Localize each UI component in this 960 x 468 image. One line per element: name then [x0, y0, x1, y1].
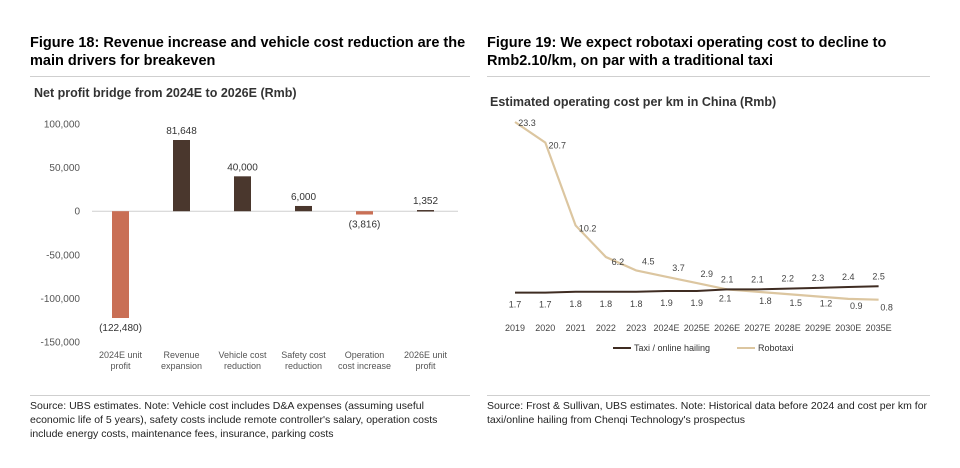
x-tick-label: 2027E: [744, 323, 770, 333]
bar: [356, 211, 373, 215]
category-label: Operation: [345, 350, 385, 360]
figure-19-title: Figure 19: We expect robotaxi operating …: [487, 34, 930, 77]
data-label: (3,816): [349, 220, 381, 231]
x-tick-label: 2024E: [653, 323, 679, 333]
x-tick-label: 2023: [626, 323, 646, 333]
figure-18-source: Source: UBS estimates. Note: Vehicle cos…: [30, 395, 470, 441]
x-tick-label: 2021: [566, 323, 586, 333]
data-label-taxi: 1.7: [539, 300, 552, 310]
x-tick-label: 2030E: [835, 323, 861, 333]
legend-item-robotaxi: Robotaxi: [737, 343, 794, 353]
category-label: profit: [415, 361, 436, 371]
data-label-robotaxi: 2.1: [719, 293, 732, 303]
y-tick-label: -150,000: [41, 338, 81, 349]
category-label: 2024E unit: [99, 350, 143, 360]
data-label: (122,480): [99, 323, 142, 334]
x-tick-label: 2035E: [866, 323, 892, 333]
figure-19-source: Source: Frost & Sullivan, UBS estimates.…: [487, 395, 930, 427]
data-label-robotaxi: 4.5: [642, 256, 655, 266]
data-label-robotaxi: 0.8: [880, 303, 893, 313]
series-line-taxi: [515, 285, 879, 294]
data-label-robotaxi: 23.3: [518, 118, 536, 128]
chart-legend: Taxi / online hailing Robotaxi: [487, 343, 930, 359]
category-label: cost increase: [338, 361, 391, 371]
data-label-robotaxi: 1.5: [789, 298, 802, 308]
category-label: Vehicle cost: [218, 350, 267, 360]
data-label-taxi: 1.7: [509, 300, 522, 310]
figure-18-panel: Figure 18: Revenue increase and vehicle …: [30, 0, 470, 468]
category-label: Revenue: [163, 350, 199, 360]
cost-chart-title: Estimated operating cost per km in China…: [490, 95, 777, 109]
figure-19-panel: Figure 19: We expect robotaxi operating …: [487, 0, 930, 468]
data-label-robotaxi: 3.7: [672, 263, 685, 273]
data-label-robotaxi: 2.9: [701, 269, 714, 279]
data-label-taxi: 1.8: [600, 299, 613, 309]
data-label-robotaxi: 1.2: [820, 299, 833, 309]
data-label-robotaxi: 1.8: [759, 296, 772, 306]
x-tick-label: 2019: [505, 323, 525, 333]
data-label-taxi: 2.3: [812, 273, 825, 283]
cost-line-chart: 2019 2020 2021 2022 2023 2024E 2025E 2026E 2027E…: [505, 118, 893, 333]
category-label: reduction: [285, 361, 322, 371]
data-label-robotaxi: 6.2: [612, 257, 625, 267]
data-label-taxi: 2.1: [751, 274, 764, 284]
series-line-robotaxi: [514, 121, 879, 301]
bridge-chart: 100,000 50,000 0 -50,000 -100,000 -150,000 (12…: [41, 120, 458, 371]
data-label-taxi: 2.4: [842, 272, 855, 282]
category-label: Safety cost: [281, 350, 326, 360]
data-label-taxi: 2.2: [781, 274, 794, 284]
x-tick-label: 2029E: [805, 323, 831, 333]
data-label: 40,000: [227, 162, 258, 173]
bar: [234, 176, 251, 212]
y-tick-label: 100,000: [44, 120, 81, 131]
category-label: reduction: [224, 361, 261, 371]
x-tick-label: 2025E: [684, 323, 710, 333]
data-label: 1,352: [413, 196, 438, 207]
bridge-chart-title: Net profit bridge from 2024E to 2026E (R…: [34, 86, 297, 100]
legend-swatch-taxi: [613, 347, 631, 349]
x-tick-label: 2020: [535, 323, 555, 333]
data-label-taxi: 1.8: [630, 299, 643, 309]
data-label-taxi: 1.8: [569, 299, 582, 309]
x-tick-label: 2026E: [714, 323, 740, 333]
y-tick-label: 0: [74, 207, 80, 218]
y-tick-label: -100,000: [41, 294, 81, 305]
data-label-taxi: 2.5: [872, 271, 885, 281]
data-label-taxi: 2.1: [721, 274, 734, 284]
data-label-robotaxi: 10.2: [579, 223, 597, 233]
data-label-taxi: 1.9: [660, 298, 673, 308]
bar: [417, 210, 434, 212]
legend-label-robotaxi: Robotaxi: [758, 343, 794, 353]
legend-item-taxi: Taxi / online hailing: [613, 343, 710, 353]
data-label-taxi: 1.9: [691, 298, 704, 308]
legend-label-taxi: Taxi / online hailing: [634, 343, 711, 353]
legend-swatch-robotaxi: [737, 347, 755, 349]
figure-18-title: Figure 18: Revenue increase and vehicle …: [30, 34, 470, 77]
x-tick-label: 2028E: [775, 323, 801, 333]
y-tick-label: 50,000: [49, 163, 80, 174]
category-label: profit: [110, 361, 131, 371]
y-tick-label: -50,000: [46, 250, 80, 261]
data-label-robotaxi: 20.7: [549, 141, 567, 151]
data-label: 6,000: [291, 192, 316, 203]
bar: [112, 211, 129, 319]
data-label: 81,648: [166, 126, 197, 137]
bar: [295, 205, 312, 212]
x-tick-label: 2022: [596, 323, 616, 333]
category-label: 2026E unit: [404, 350, 448, 360]
data-label-robotaxi: 0.9: [850, 301, 863, 311]
category-label: expansion: [161, 361, 202, 371]
bar: [173, 140, 190, 212]
